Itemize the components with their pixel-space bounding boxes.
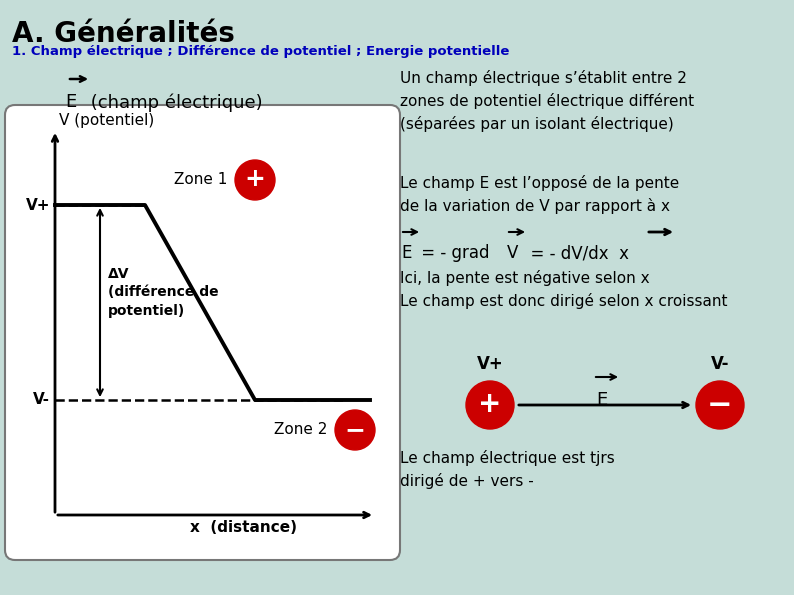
Text: Un champ électrique s’établit entre 2
zones de potentiel électrique différent
(s: Un champ électrique s’établit entre 2 zo…: [400, 70, 694, 132]
Text: +: +: [245, 167, 265, 191]
Text: V: V: [507, 244, 518, 262]
Text: E: E: [65, 93, 76, 111]
Text: V-: V-: [711, 355, 729, 373]
Text: +: +: [478, 390, 502, 418]
Circle shape: [235, 160, 275, 200]
Text: Ici, la pente est négative selon x
Le champ est donc dirigé selon x croissant: Ici, la pente est négative selon x Le ch…: [400, 270, 727, 309]
Text: Zone 2: Zone 2: [274, 422, 327, 437]
Text: V (potentiel): V (potentiel): [59, 113, 154, 128]
Text: −: −: [345, 418, 365, 442]
Text: = - grad: = - grad: [416, 244, 495, 262]
Text: x  (distance): x (distance): [190, 520, 297, 535]
Text: −: −: [707, 390, 733, 419]
Text: Le champ E est l’opposé de la pente
de la variation de V par rapport à x: Le champ E est l’opposé de la pente de l…: [400, 175, 679, 214]
Text: (champ électrique): (champ électrique): [85, 93, 263, 111]
Text: V+: V+: [476, 355, 503, 373]
Text: A. Généralités: A. Généralités: [12, 20, 235, 48]
Text: V+: V+: [25, 198, 50, 212]
Text: 1. Champ électrique ; Différence de potentiel ; Energie potentielle: 1. Champ électrique ; Différence de pote…: [12, 45, 510, 58]
FancyBboxPatch shape: [5, 105, 400, 560]
Circle shape: [335, 410, 375, 450]
Text: = - dV/dx  x: = - dV/dx x: [520, 244, 629, 262]
Circle shape: [696, 381, 744, 429]
Circle shape: [466, 381, 514, 429]
Text: E: E: [401, 244, 411, 262]
Text: ΔV
(différence de
potentiel): ΔV (différence de potentiel): [108, 267, 218, 318]
Text: Le champ électrique est tjrs
dirigé de + vers -: Le champ électrique est tjrs dirigé de +…: [400, 450, 615, 489]
Text: E: E: [596, 391, 607, 409]
Text: Zone 1: Zone 1: [174, 173, 227, 187]
Text: V-: V-: [33, 393, 50, 408]
